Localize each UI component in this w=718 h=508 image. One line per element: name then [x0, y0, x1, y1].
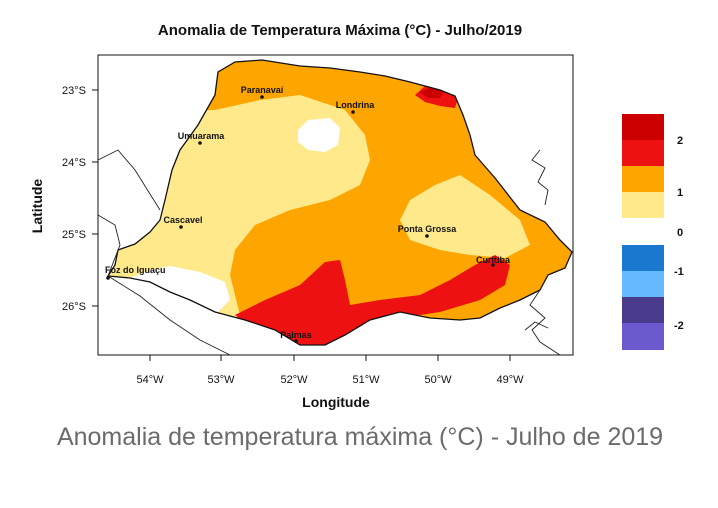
lon-tick-label: 53°W: [207, 374, 235, 386]
lon-tick-label: 49°W: [496, 374, 524, 386]
city-label-paranavai: Paranavaí: [241, 85, 284, 95]
legend-label: 1: [677, 187, 683, 199]
legend-swatch-minus-1-light: [622, 271, 664, 297]
legend-swatch-minus-2-light: [622, 323, 664, 350]
city-dot-palmas: [294, 339, 298, 343]
lon-tick-label: 52°W: [280, 374, 308, 386]
y-axis-title: Latitude: [29, 179, 45, 234]
axis-ticks: [92, 89, 511, 361]
city-dot-umuarama: [198, 141, 202, 145]
city-label-umuarama: Umuarama: [178, 131, 226, 141]
map-title: Anomalia de Temperatura Máxima (°C) - Ju…: [157, 22, 523, 39]
legend-label: 0: [677, 227, 683, 239]
city-label-foz-do-iguacu: Foz do Iguaçu: [105, 265, 166, 275]
legend-swatch-above-2-dark: [622, 114, 664, 140]
city-label-curitiba: Curitiba: [476, 255, 511, 265]
lat-tick-label: 24°S: [62, 157, 86, 169]
city-dot-londrina: [351, 110, 355, 114]
field-above-2-south: [235, 255, 510, 345]
anomaly-map: 54°W 53°W 52°W 51°W 50°W 49°W 23°S 24°S …: [29, 54, 684, 410]
legend-swatch-above-2: [622, 140, 664, 166]
lat-tick-label: 25°S: [62, 229, 86, 241]
city-dot-cascavel: [179, 225, 183, 229]
lat-tick-label: 23°S: [62, 85, 86, 97]
legend-label: -1: [674, 266, 684, 278]
legend-swatch-0-1: [622, 192, 664, 218]
city-dot-paranavai: [260, 95, 264, 99]
city-label-londrina: Londrina: [336, 100, 375, 110]
legend-swatch-1-2: [622, 166, 664, 192]
legend-label: -2: [674, 320, 684, 332]
lon-tick-label: 51°W: [352, 374, 380, 386]
lon-tick-label: 54°W: [136, 374, 164, 386]
city-dot-foz-do-iguacu: [106, 276, 110, 280]
city-label-ponta-grossa: Ponta Grossa: [398, 224, 458, 234]
color-legend: [622, 114, 664, 350]
lon-tick-label: 50°W: [424, 374, 452, 386]
city-markers: [106, 95, 495, 343]
city-dot-ponta-grossa: [425, 234, 429, 238]
x-axis-title: Longitude: [302, 394, 370, 410]
state-border: [106, 59, 573, 346]
lat-tick-label: 26°S: [62, 301, 86, 313]
legend-label: 2: [677, 135, 683, 147]
figure-caption: Anomalia de temperatura máxima (°C) - Ju…: [56, 423, 664, 451]
legend-swatch-minus-1: [622, 245, 664, 271]
city-dot-curitiba: [491, 263, 495, 267]
field-below-0-north: [298, 118, 340, 152]
legend-swatch-minus-2: [622, 297, 664, 323]
field-0-1-east: [400, 175, 530, 258]
city-label-cascavel: Cascavel: [163, 215, 202, 225]
neighbor-borders: [97, 149, 561, 356]
city-label-palmas: Palmas: [280, 330, 312, 340]
legend-swatch-0: [622, 218, 664, 245]
